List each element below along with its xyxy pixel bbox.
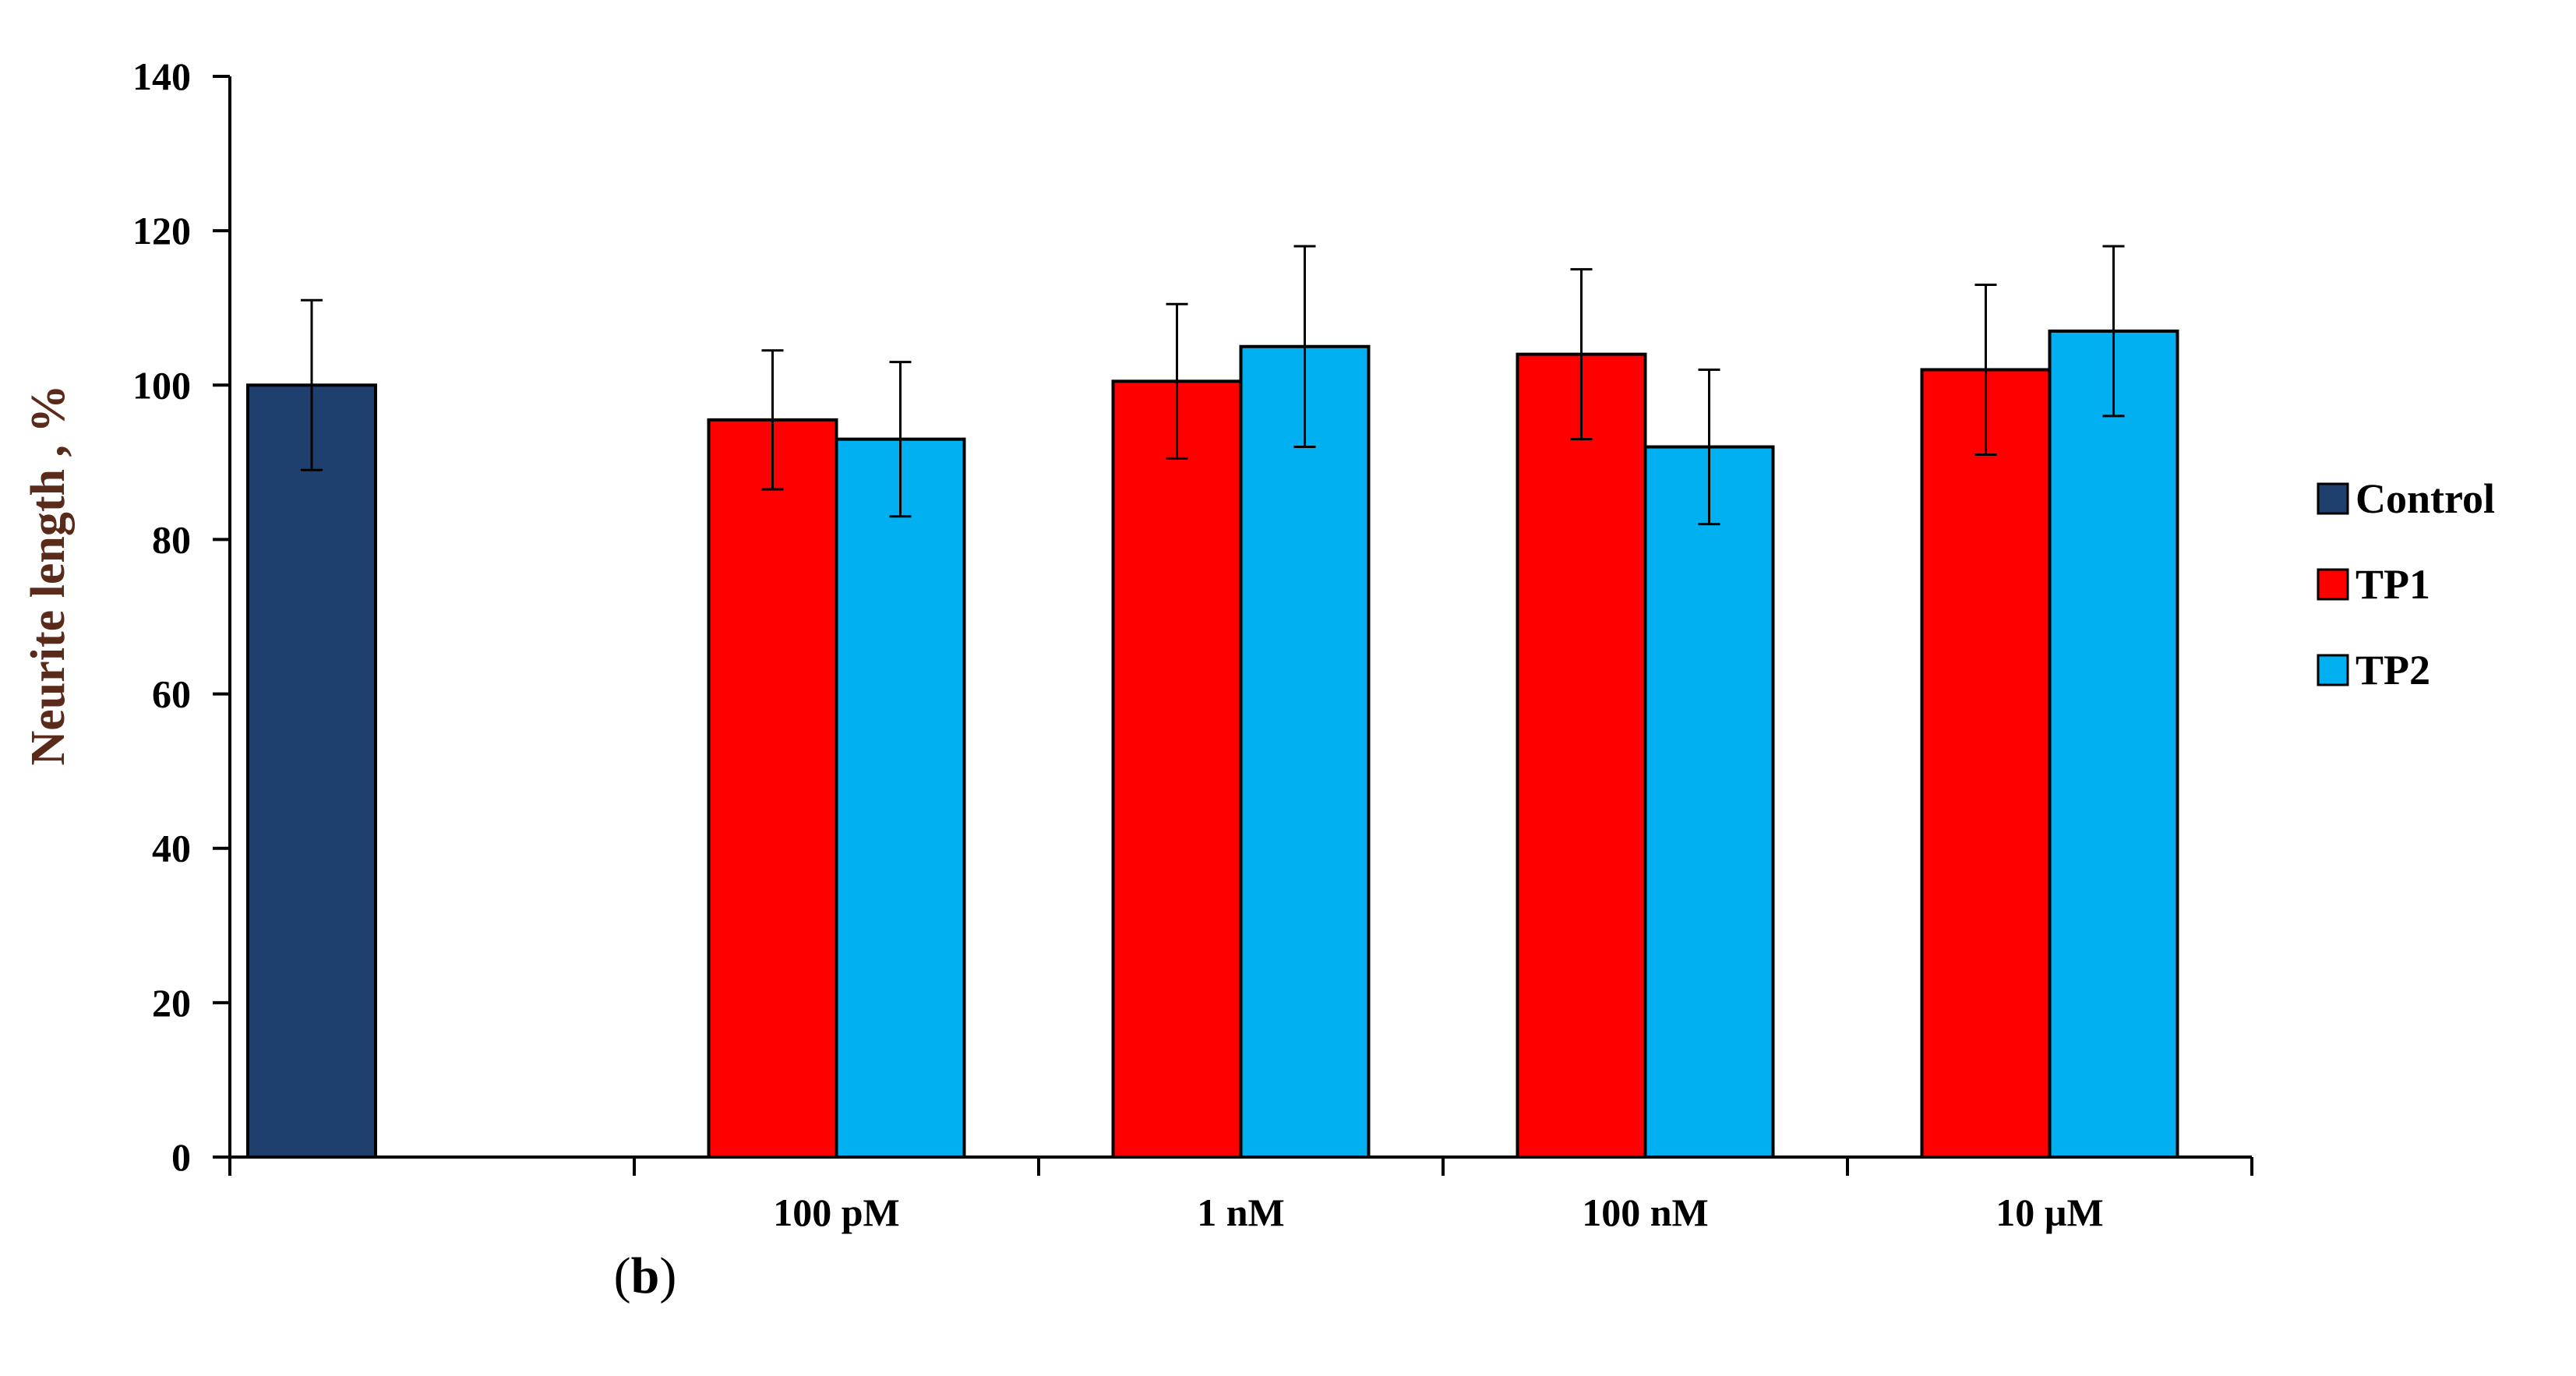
- bar-tp2: [1239, 344, 1371, 1159]
- bar-tp1: [707, 418, 838, 1159]
- x-tick-label: 100 pM: [773, 1191, 900, 1234]
- legend-label-control: Control: [2355, 475, 2495, 522]
- y-tick-label: 40: [152, 827, 191, 870]
- y-tick-label: 60: [152, 672, 191, 716]
- panel-label-open: (: [613, 1247, 631, 1304]
- y-tick-label: 100: [132, 363, 191, 407]
- bar-tp1: [1516, 352, 1647, 1159]
- y-tick-label: 80: [152, 517, 191, 561]
- legend-label-tp2: TP2: [2355, 647, 2430, 693]
- panel-label-close: ): [659, 1247, 677, 1304]
- x-tick-label: 10 µM: [1996, 1191, 2104, 1234]
- y-tick-label: 140: [132, 55, 191, 98]
- y-axis-title: Neurite length , %: [22, 384, 75, 765]
- y-tick-label: 120: [132, 209, 191, 252]
- panel-label: (b): [0, 1247, 1290, 1306]
- bar-tp2: [1643, 445, 1775, 1159]
- bar-control: [246, 383, 377, 1159]
- bar-tp2: [2048, 329, 2179, 1159]
- error-bars: [301, 245, 2125, 526]
- bar-tp1: [1920, 368, 2052, 1159]
- bar-tp2: [835, 437, 966, 1159]
- legend-label-tp1: TP1: [2355, 561, 2430, 608]
- x-tick-label: 100 nM: [1582, 1191, 1709, 1234]
- chart-bars: [246, 329, 2179, 1159]
- bar-tp1: [1111, 379, 1243, 1159]
- legend-swatch-tp1: [2317, 568, 2349, 601]
- panel-label-letter: b: [630, 1247, 660, 1304]
- y-tick-label: 0: [171, 1135, 191, 1179]
- y-tick-label: 20: [152, 981, 191, 1025]
- legend-swatch-tp2: [2317, 654, 2349, 686]
- chart-axes: 0 20 40 60 80 100 120 140 100 pM 1 nM 100 nM 10 µM: [132, 55, 2253, 1234]
- chart-legend: Control TP1 TP2: [2317, 475, 2495, 693]
- legend-swatch-control: [2317, 482, 2349, 515]
- x-tick-label: 1 nM: [1197, 1191, 1285, 1234]
